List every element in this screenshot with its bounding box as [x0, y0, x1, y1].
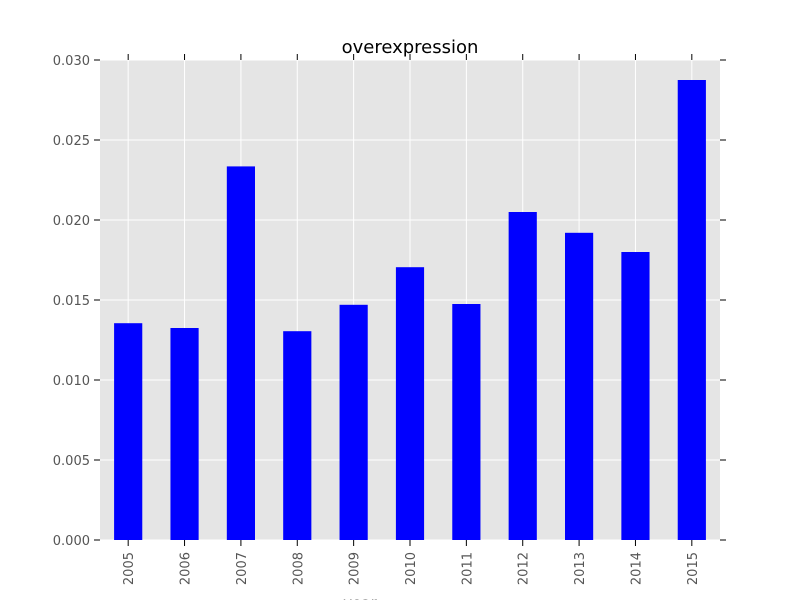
bars	[114, 80, 706, 541]
x-tick-label: 2009	[348, 552, 363, 585]
x-tick-label: 2013	[573, 552, 588, 585]
bar-2011	[452, 304, 481, 540]
bar-2015	[677, 80, 706, 540]
bar-2014	[621, 252, 650, 540]
y-tick-label: 0.030	[53, 54, 90, 69]
y-tick-label: 0.020	[53, 214, 90, 229]
y-tick-label: 0.000	[53, 534, 90, 549]
bar-2009	[339, 304, 368, 540]
bar-2005	[114, 323, 143, 540]
x-tick-label: 2005	[122, 552, 137, 585]
x-axis-label: year	[343, 594, 377, 600]
chart-title: overexpression	[342, 37, 479, 58]
x-tick-label: 2006	[179, 552, 194, 585]
y-tick-label: 0.025	[53, 134, 90, 149]
bar-2006	[170, 328, 199, 540]
bar-2012	[508, 212, 537, 540]
bar-2007	[226, 166, 255, 540]
bar-2013	[565, 232, 594, 541]
x-tick-label: 2007	[235, 552, 250, 585]
axis-ticks	[94, 54, 726, 546]
x-tick-label: 2011	[460, 552, 475, 585]
x-tick-label: 2012	[517, 552, 532, 585]
bar-2010	[395, 267, 425, 540]
x-tick-label: 2010	[404, 552, 419, 585]
y-tick-label: 0.005	[53, 454, 90, 469]
x-tick-label: 2015	[686, 552, 701, 585]
x-tick-label: 2008	[291, 552, 306, 585]
bar-2008	[283, 331, 312, 540]
y-tick-label: 0.015	[53, 294, 90, 309]
y-tick-label: 0.010	[53, 374, 90, 389]
x-tick-label: 2014	[629, 552, 644, 585]
tick-labels: 0.000 0.005 0.010 0.015 0.020 0.025 0.030 2005 2…	[53, 54, 701, 585]
